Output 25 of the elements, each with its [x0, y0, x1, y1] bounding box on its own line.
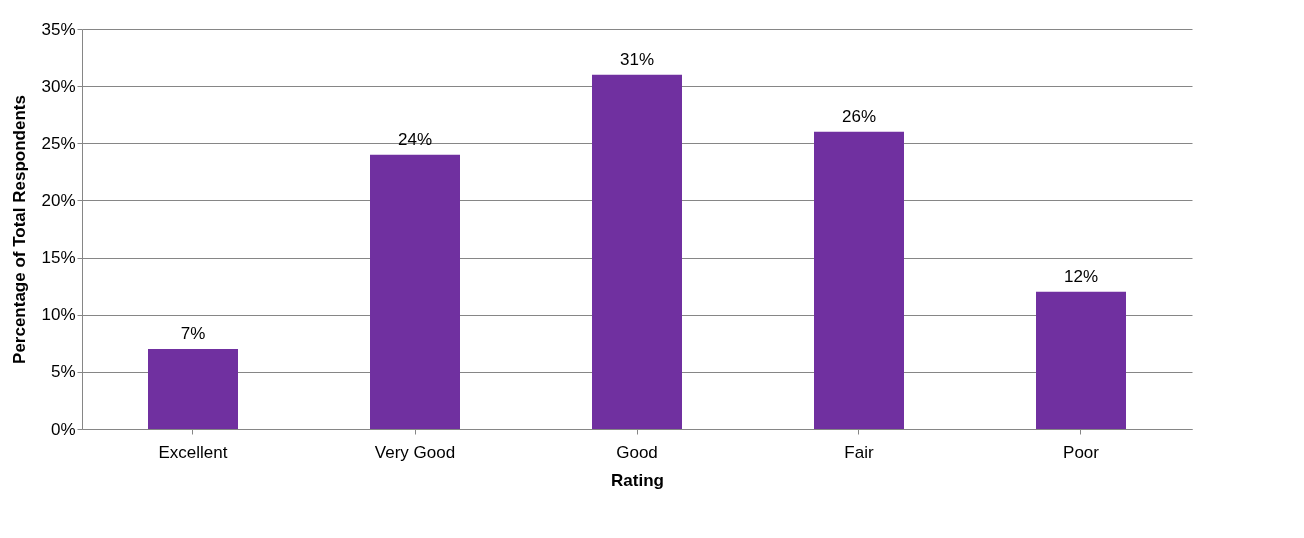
- data-label: 31%: [619, 49, 655, 69]
- bar: [592, 74, 682, 429]
- y-tick-label: 10%: [41, 305, 76, 325]
- bar: [148, 349, 238, 429]
- x-tick-label: Poor: [1063, 442, 1100, 462]
- bar: [370, 154, 460, 429]
- y-tick-label: 15%: [41, 248, 76, 268]
- data-label: 26%: [841, 106, 877, 126]
- y-tick-label: 20%: [41, 190, 76, 210]
- bar: [1036, 291, 1126, 429]
- y-tick-label: 25%: [41, 133, 76, 153]
- x-tick-label: Excellent: [158, 442, 228, 462]
- x-tick-label: Good: [616, 442, 658, 462]
- bar: [814, 131, 904, 429]
- x-tick-label: Very Good: [374, 442, 456, 462]
- y-tick-label: 30%: [41, 76, 76, 96]
- y-tick-label: 35%: [41, 19, 76, 39]
- y-tick-label: 0%: [50, 419, 76, 439]
- data-label: 24%: [397, 129, 433, 149]
- y-tick-label: 5%: [50, 362, 76, 382]
- data-label: 7%: [180, 324, 206, 343]
- x-axis-title: Rating: [611, 470, 664, 490]
- y-axis-title: Percentage of Total Respondents: [10, 95, 30, 364]
- data-label: 12%: [1063, 266, 1099, 286]
- x-tick-label: Fair: [844, 442, 874, 462]
